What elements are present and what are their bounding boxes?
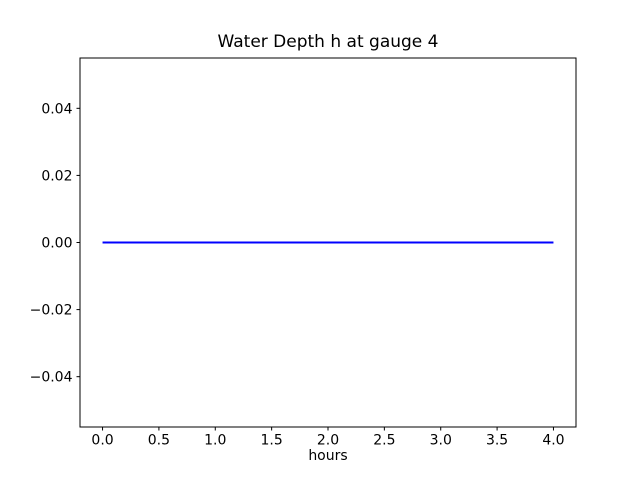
- x-tick-label: 3.0: [430, 433, 452, 449]
- x-tick-label: 2.0: [317, 433, 339, 449]
- x-tick-label: 1.0: [204, 433, 226, 449]
- y-tick-label: 0.00: [41, 236, 72, 252]
- x-tick-label: 0.0: [91, 433, 113, 449]
- y-tick-label: −0.04: [30, 370, 73, 386]
- x-tick-label: 4.0: [542, 433, 564, 449]
- y-tick-label: 0.04: [41, 101, 72, 117]
- y-tick-label: 0.02: [41, 168, 72, 184]
- x-tick-label: 0.5: [148, 433, 170, 449]
- chart-title: Water Depth h at gauge 4: [217, 32, 439, 52]
- y-tick-label: −0.02: [30, 303, 73, 319]
- x-tick-label: 3.5: [486, 433, 508, 449]
- plot-border: [79, 57, 577, 428]
- x-tick-label: 2.5: [373, 433, 395, 449]
- x-tick-label: 1.5: [261, 433, 283, 449]
- x-axis-label: hours: [308, 448, 348, 464]
